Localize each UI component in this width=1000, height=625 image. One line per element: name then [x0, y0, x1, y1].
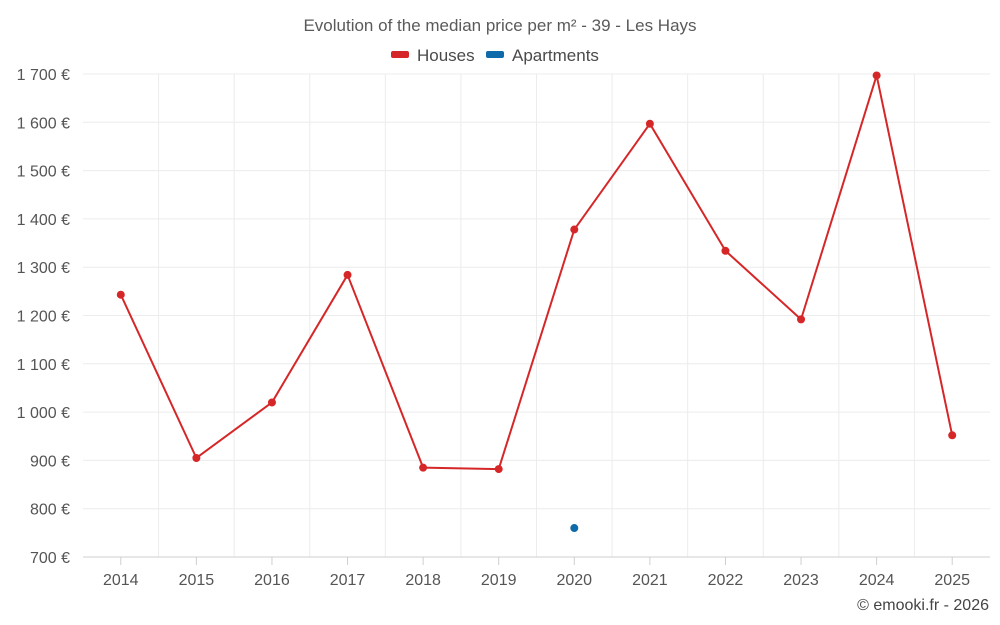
legend-label-apartments: Apartments: [512, 46, 599, 65]
legend: Houses Apartments: [391, 46, 599, 65]
y-tick-label: 1 300 €: [17, 260, 70, 277]
y-tick-label: 700 €: [30, 550, 70, 567]
y-tick-label: 800 €: [30, 502, 70, 519]
y-tick-label: 1 500 €: [17, 164, 70, 181]
gridlines: [83, 73, 990, 557]
y-tick-label: 1 200 €: [17, 309, 70, 326]
data-point-houses[interactable]: [645, 119, 654, 128]
data-point-houses[interactable]: [872, 71, 881, 80]
x-tick-label: 2025: [934, 572, 970, 589]
x-tick-label: 2022: [708, 572, 744, 589]
data-point-houses[interactable]: [419, 463, 428, 472]
data-point-houses[interactable]: [192, 453, 201, 462]
data-point-houses[interactable]: [797, 315, 806, 324]
data-point-apartments[interactable]: [570, 524, 579, 533]
x-tick-label: 2015: [179, 572, 215, 589]
credit-text: © emooki.fr - 2026: [857, 597, 989, 614]
data-point-houses[interactable]: [721, 246, 730, 255]
y-tick-label: 1 400 €: [17, 212, 70, 229]
legend-item-apartments[interactable]: Apartments: [486, 46, 599, 65]
chart-title: Evolution of the median price per m² - 3…: [303, 16, 696, 35]
x-tick-label: 2023: [783, 572, 819, 589]
data-point-houses[interactable]: [948, 431, 957, 440]
y-tick-label: 1 000 €: [17, 405, 70, 422]
x-tick-label: 2018: [405, 572, 441, 589]
legend-item-houses[interactable]: Houses: [391, 46, 475, 65]
x-tick-label: 2021: [632, 572, 668, 589]
y-axis: 700 € 800 € 900 € 1 000 € 1 100 € 1 200 € 1 30…: [17, 67, 70, 567]
data-point-houses[interactable]: [570, 225, 579, 234]
y-tick-label: 900 €: [30, 453, 70, 470]
y-tick-label: 1 600 €: [17, 115, 70, 132]
data-point-houses[interactable]: [494, 465, 503, 474]
x-tick-label: 2020: [556, 572, 592, 589]
x-axis: 2014 2015 2016 2017 2018 2019 2020 2021 2022 2023…: [83, 556, 990, 589]
series-layer: [116, 71, 957, 533]
legend-swatch-apartments: [486, 51, 504, 58]
x-tick-label: 2017: [330, 572, 366, 589]
x-tick-label: 2014: [103, 572, 139, 589]
data-point-houses[interactable]: [343, 270, 352, 279]
x-tick-label: 2019: [481, 572, 517, 589]
legend-swatch-houses: [391, 51, 409, 58]
x-tick-label: 2024: [859, 572, 895, 589]
x-tick-label: 2016: [254, 572, 290, 589]
y-tick-label: 1 700 €: [17, 67, 70, 84]
data-point-houses[interactable]: [116, 290, 125, 299]
data-point-houses[interactable]: [267, 398, 276, 407]
y-tick-label: 1 100 €: [17, 357, 70, 374]
series-line-houses: [119, 74, 954, 471]
legend-label-houses: Houses: [417, 46, 475, 65]
